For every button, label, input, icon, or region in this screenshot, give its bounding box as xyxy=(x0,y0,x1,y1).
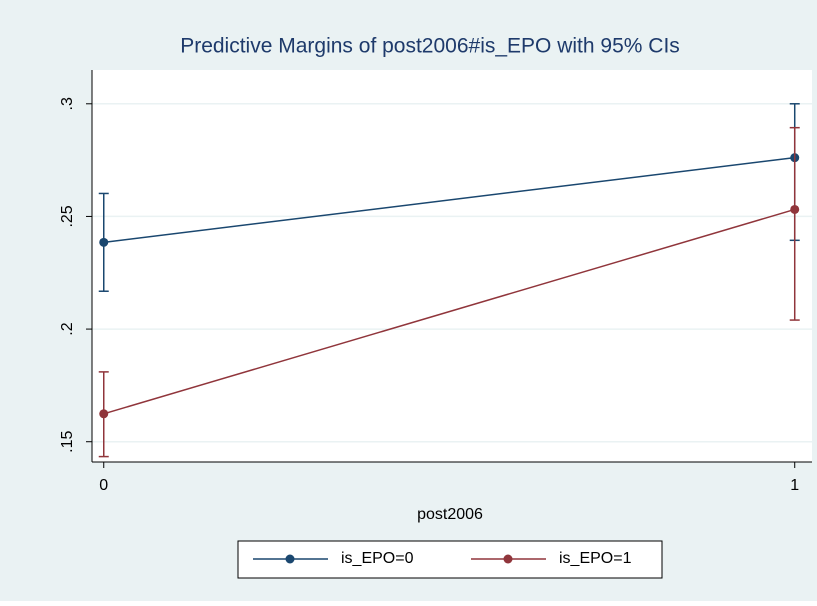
y-tick-label: .3 xyxy=(59,97,76,110)
legend-label: is_EPO=0 xyxy=(341,550,414,567)
point xyxy=(99,409,109,419)
plot-region xyxy=(92,70,812,462)
point xyxy=(790,204,800,214)
x-tick-label: 1 xyxy=(790,477,799,494)
series-line xyxy=(103,156,795,244)
y-tick-label: .25 xyxy=(59,205,76,227)
chart-title: Predictive Margins of post2006#is_EPO wi… xyxy=(180,35,680,58)
legend-marker xyxy=(503,554,513,564)
series-line xyxy=(103,208,795,415)
y-tick-label: .2 xyxy=(59,322,76,335)
y-tick-label: .15 xyxy=(59,431,76,453)
legend-label: is_EPO=1 xyxy=(559,550,632,567)
x-axis-label: post2006 xyxy=(417,506,483,523)
x-tick-label: 0 xyxy=(99,477,108,494)
point xyxy=(99,237,109,247)
legend-marker xyxy=(285,554,295,564)
